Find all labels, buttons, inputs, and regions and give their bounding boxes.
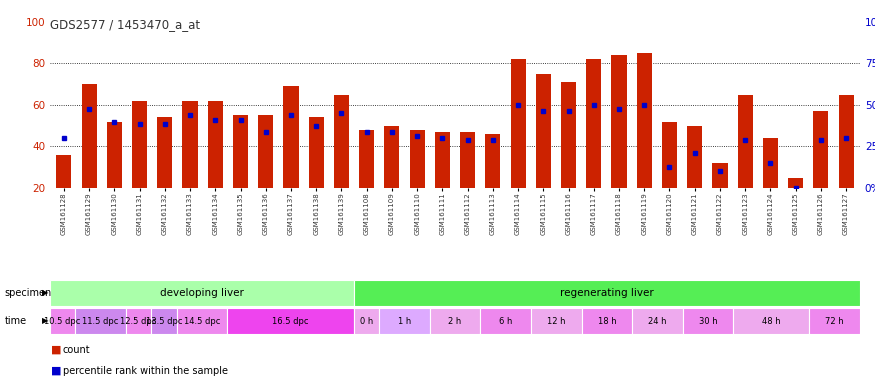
Text: count: count — [63, 345, 91, 355]
Text: 12.5 dpc: 12.5 dpc — [121, 316, 157, 326]
Bar — [132, 101, 147, 188]
Text: 2 h: 2 h — [448, 316, 462, 326]
Text: 6 h: 6 h — [499, 316, 513, 326]
Text: time: time — [4, 316, 26, 326]
Text: 0 h: 0 h — [360, 316, 373, 326]
Bar — [309, 118, 324, 188]
Bar — [561, 82, 576, 188]
Bar — [582, 308, 632, 334]
Text: ▶: ▶ — [42, 288, 48, 298]
Bar — [379, 308, 430, 334]
Bar — [359, 130, 374, 188]
Bar — [637, 53, 652, 188]
Bar — [284, 86, 298, 188]
Bar — [334, 94, 349, 188]
Text: 14.5 dpc: 14.5 dpc — [184, 316, 220, 326]
Text: ■: ■ — [51, 345, 61, 355]
Bar — [687, 126, 703, 188]
Bar — [814, 111, 829, 188]
Text: 10.5 dpc: 10.5 dpc — [45, 316, 80, 326]
Text: 13.5 dpc: 13.5 dpc — [145, 316, 182, 326]
Text: regenerating liver: regenerating liver — [560, 288, 654, 298]
Text: 1 h: 1 h — [398, 316, 411, 326]
Bar — [662, 122, 677, 188]
Bar — [207, 101, 223, 188]
Bar — [177, 308, 228, 334]
Bar — [632, 308, 682, 334]
Text: ■: ■ — [51, 366, 61, 376]
Bar — [228, 308, 354, 334]
Bar — [126, 308, 151, 334]
Bar — [410, 130, 424, 188]
Bar — [510, 60, 526, 188]
Bar — [480, 308, 531, 334]
Text: specimen: specimen — [4, 288, 52, 298]
Bar — [536, 74, 551, 188]
Bar — [531, 308, 582, 334]
Bar — [258, 115, 273, 188]
Bar — [435, 132, 450, 188]
Bar — [763, 138, 778, 188]
Bar — [81, 84, 96, 188]
Text: 12 h: 12 h — [547, 316, 565, 326]
Text: 72 h: 72 h — [825, 316, 844, 326]
Bar — [158, 118, 172, 188]
Text: percentile rank within the sample: percentile rank within the sample — [63, 366, 228, 376]
Bar — [682, 308, 733, 334]
Bar — [151, 308, 177, 334]
Bar — [788, 178, 803, 188]
Text: 30 h: 30 h — [699, 316, 717, 326]
Text: 11.5 dpc: 11.5 dpc — [82, 316, 119, 326]
Text: 16.5 dpc: 16.5 dpc — [272, 316, 309, 326]
Bar — [354, 280, 860, 306]
Text: GDS2577 / 1453470_a_at: GDS2577 / 1453470_a_at — [50, 18, 200, 31]
Bar — [107, 122, 122, 188]
Bar — [460, 132, 475, 188]
Bar — [733, 308, 809, 334]
Bar — [50, 280, 354, 306]
Bar — [838, 94, 854, 188]
Bar — [612, 55, 626, 188]
Text: 24 h: 24 h — [648, 316, 667, 326]
Bar — [809, 308, 860, 334]
Bar — [233, 115, 248, 188]
Text: 48 h: 48 h — [762, 316, 780, 326]
Bar — [384, 126, 400, 188]
Text: developing liver: developing liver — [160, 288, 244, 298]
Bar — [712, 163, 727, 188]
Bar — [183, 101, 198, 188]
Bar — [50, 308, 75, 334]
Bar — [56, 155, 72, 188]
Bar — [430, 308, 480, 334]
Bar — [486, 134, 500, 188]
Text: ▶: ▶ — [42, 316, 48, 326]
Bar — [738, 94, 752, 188]
Bar — [586, 60, 601, 188]
Bar — [75, 308, 126, 334]
Text: 18 h: 18 h — [598, 316, 616, 326]
Bar — [354, 308, 379, 334]
